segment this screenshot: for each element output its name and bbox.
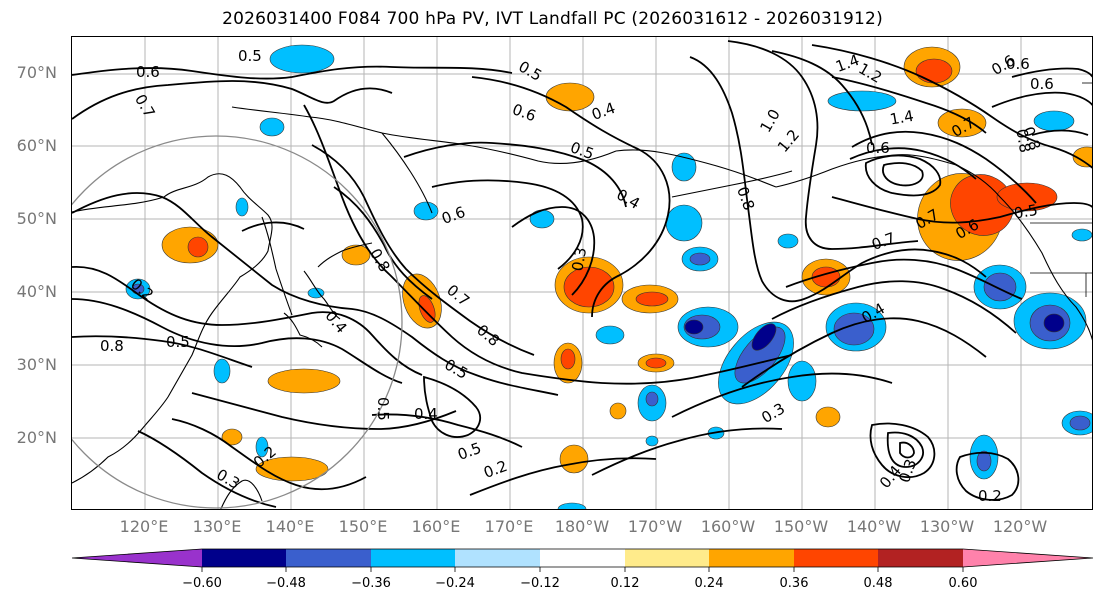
colorbar-tick: 0.36 [779,576,809,591]
contour-label: 0.6 [1030,75,1054,93]
colorbar-tick: −0.24 [435,576,475,591]
colorbar-tick: −0.36 [351,576,391,591]
lat-label-70: 70°N [16,63,57,82]
lon-label: 120°W [992,517,1048,536]
positive-anomalies [161,46,1092,482]
colorbar-segment [455,549,540,567]
lon-label: 160°E [411,517,461,536]
lon-label: 170°W [627,517,683,536]
colorbar-segment [202,549,286,567]
colorbar-tick: −0.12 [520,576,560,591]
colorbar-segment [540,549,625,567]
contour-label: 0.3 [758,399,788,427]
contour-label: 1.2 [774,126,803,156]
contour-label: 0.3 [568,246,590,273]
contour-label: 0.8 [366,245,394,275]
colorbar-tick: 0.24 [694,576,724,591]
contour-label: 0.2 [978,487,1002,505]
lat-label-60: 60°N [16,136,57,155]
contour-label: 0.8 [100,337,124,355]
lon-label: 180°W [554,517,610,536]
lon-label: 150°E [338,517,388,536]
colorbar [71,548,1094,572]
lon-label: 140°W [846,517,902,536]
lat-label-40: 40°N [16,282,57,301]
map-canvas: 0.6 0.5 0.7 0.5 0.6 0.4 0.5 0.4 0.6 0.3 … [72,37,1092,509]
colorbar-segment [709,549,794,567]
colorbar-segment [794,549,878,567]
contour-label: 1.0 [756,106,784,136]
boundaries [1030,82,1092,297]
contour-label: 0.4 [613,185,643,213]
colorbar-extend-high [963,549,1093,567]
contour-label: 1.4 [888,107,915,129]
contour-label: 0.6 [439,203,468,228]
map-panel: 0.6 0.5 0.7 0.5 0.6 0.4 0.5 0.4 0.6 0.3 … [71,36,1093,510]
colorbar-segment [286,549,371,567]
contour-label: 0.8 [733,184,758,213]
contour-label: 0.2 [127,275,157,304]
lat-label-20: 20°N [16,428,57,447]
contour-label: 0.5 [441,355,471,383]
colorbar-tick: 0.12 [610,576,640,591]
contour-label: 0.4 [414,405,438,423]
colorbar-segment [878,549,963,567]
contour-label: 0.5 [238,47,262,65]
contour-label: 0.7 [131,91,159,121]
colorbar-tick: −0.60 [182,576,222,591]
contour-label: 0.6 [136,63,160,81]
contour-label: 0.3 [895,457,920,486]
lon-label: 170°E [484,517,534,536]
contour-label: 0.5 [515,57,545,85]
lon-label: 130°W [919,517,975,536]
colorbar-segment [625,549,709,567]
contour-label: 0.6 [510,100,539,125]
contour-label: 0.5 [374,397,392,421]
lon-label: 120°E [119,517,169,536]
colorbar-tick: −0.48 [266,576,306,591]
colorbar-segment [371,549,455,567]
contour-label: 0.2 [481,457,510,482]
contour-label: 0.4 [589,99,618,124]
lat-label-30: 30°N [16,355,57,374]
contour-label: 0.5 [455,439,484,464]
lat-label-50: 50°N [16,209,57,228]
lon-label: 150°W [773,517,829,536]
figure-title: 2026031400 F084 700 hPa PV, IVT Landfall… [222,9,883,29]
coastlines [72,106,1092,509]
lon-label: 160°W [700,517,756,536]
pv-contours [72,40,1092,508]
highlight-circle [72,135,403,509]
colorbar-extend-low [72,549,202,567]
contour-label: 0.6 [866,139,890,157]
colorbar-tick: 0.48 [863,576,893,591]
contour-label: 0.8 [1012,127,1034,154]
contour-label: 0.7 [443,281,473,310]
contour-label: 0.5 [166,333,190,351]
colorbar-tick: 0.60 [948,576,978,591]
contour-label: 0.5 [1012,201,1039,223]
contour-label: 0.6 [1006,55,1030,73]
lon-label: 140°E [265,517,315,536]
contour-label: 0.7 [869,229,898,254]
lon-label: 130°E [192,517,242,536]
